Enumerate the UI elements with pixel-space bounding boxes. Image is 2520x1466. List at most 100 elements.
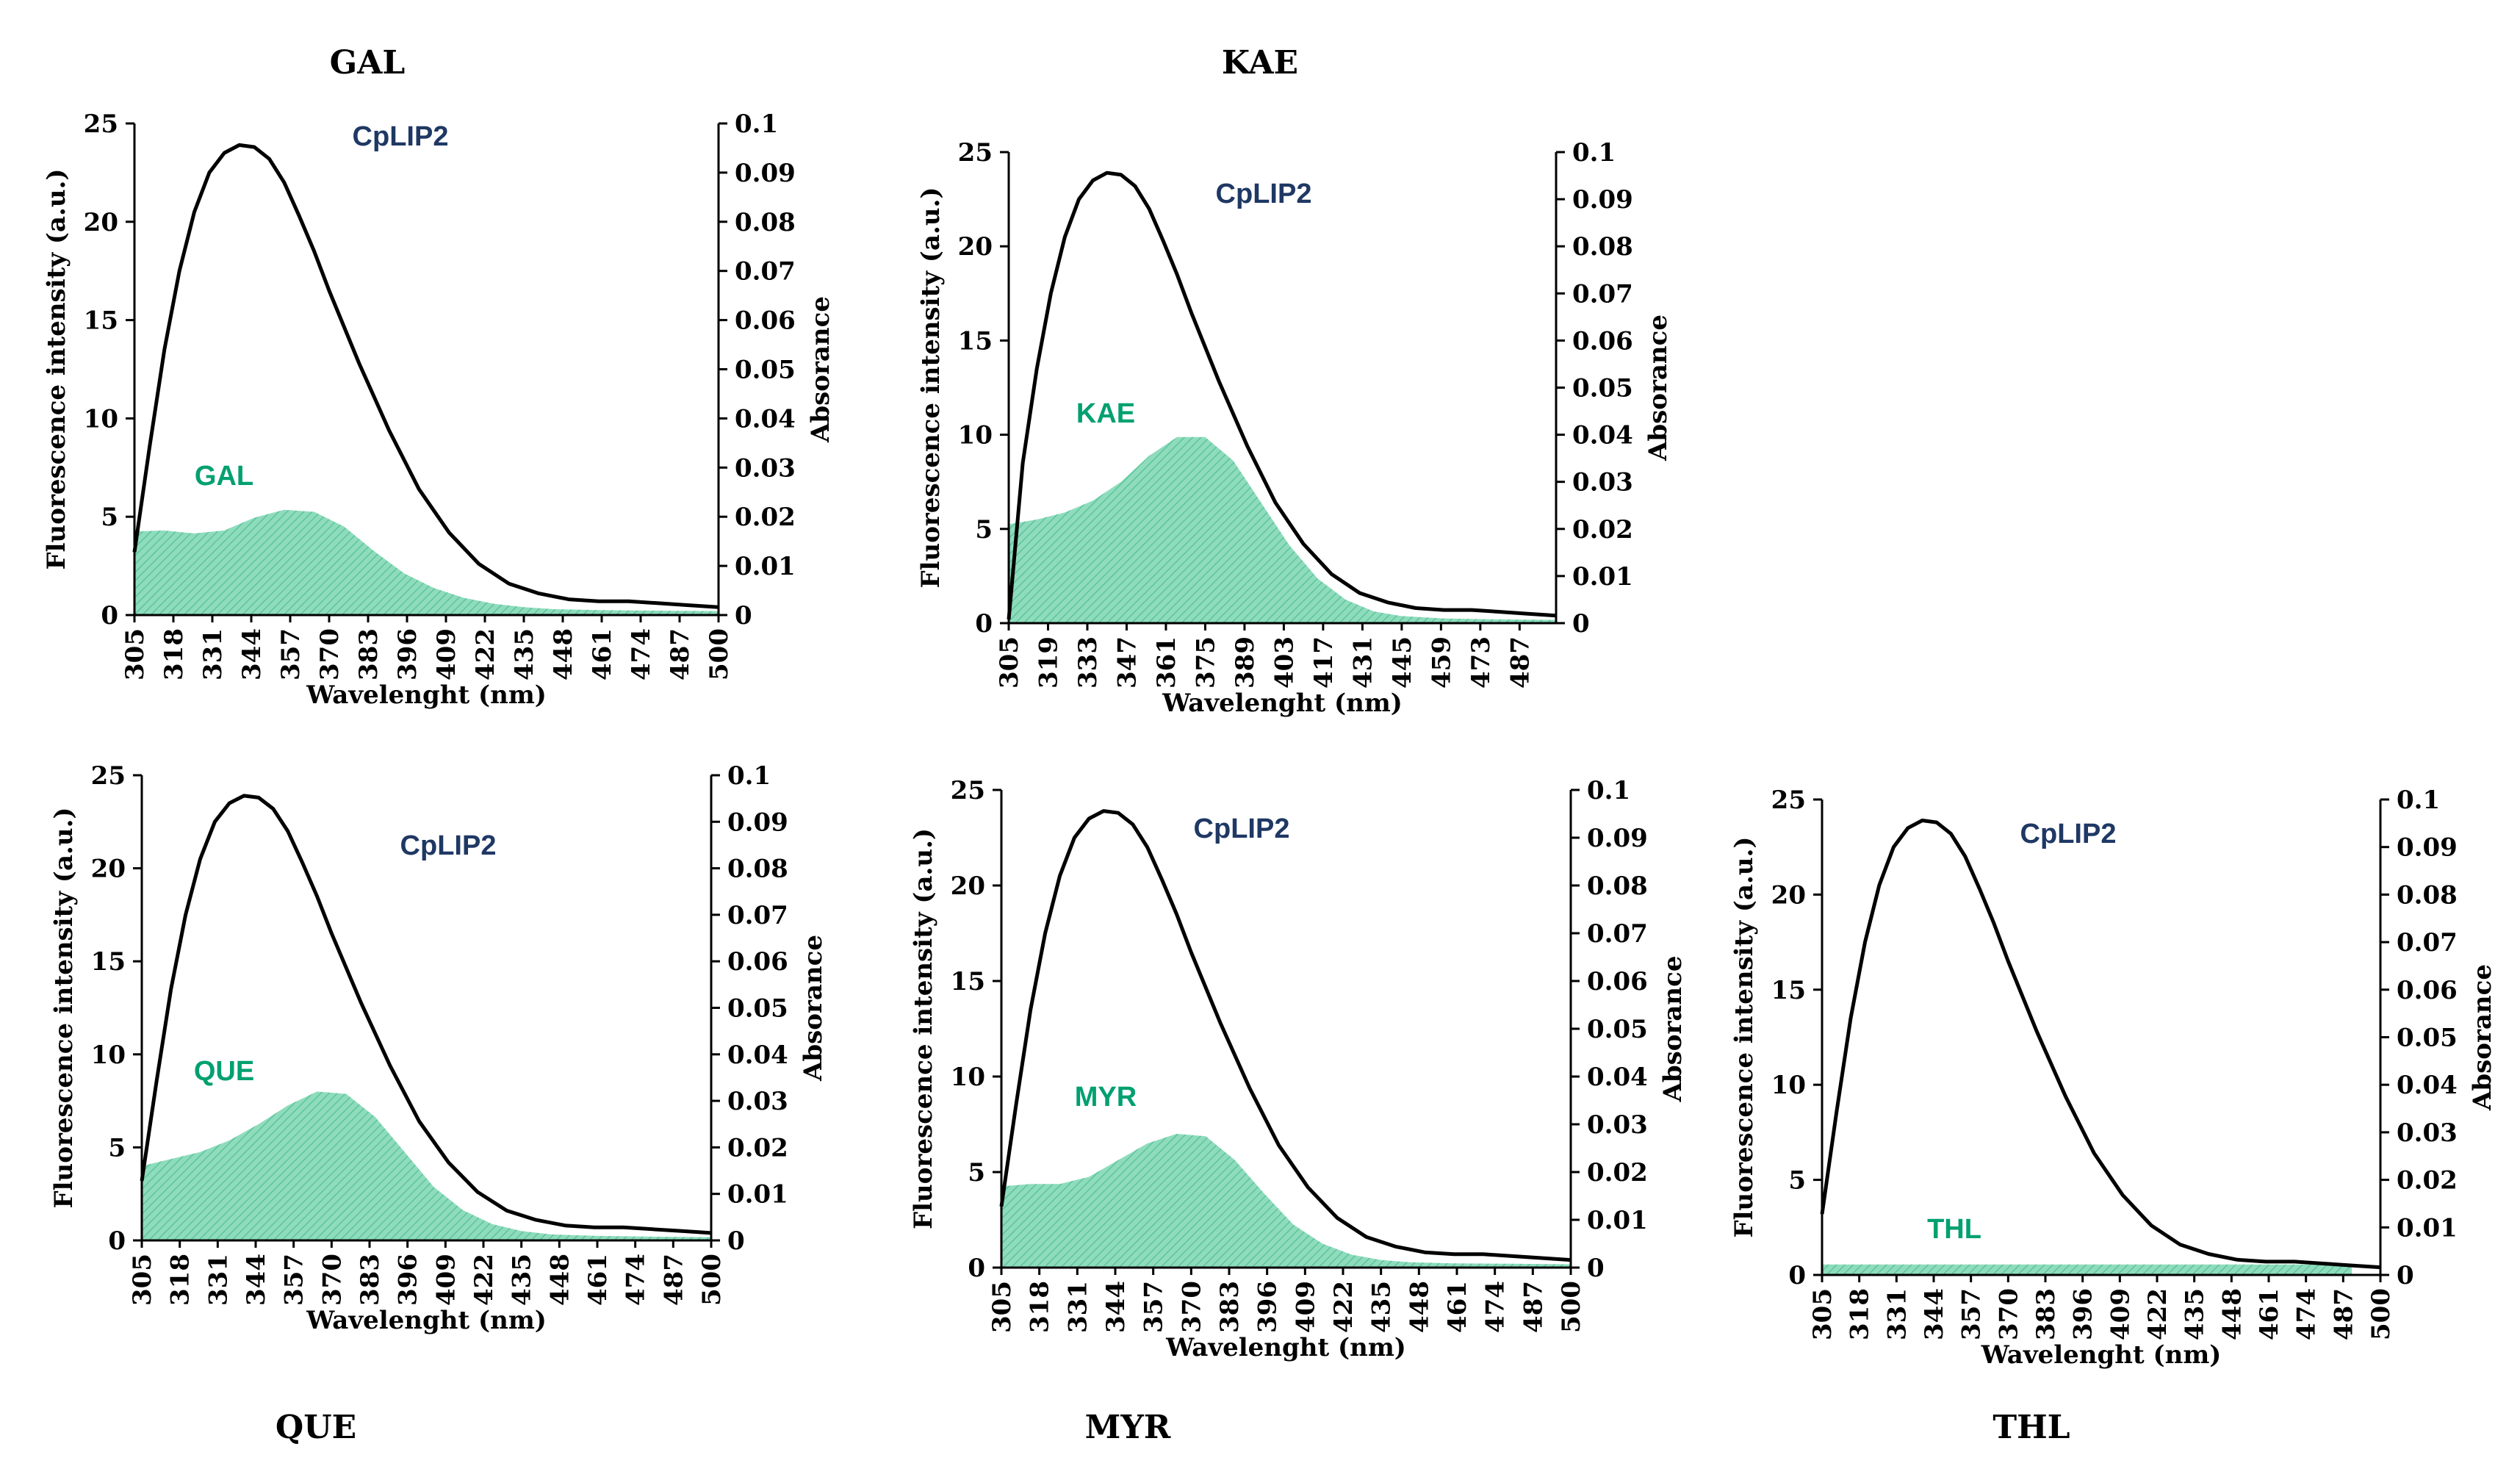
y-axis-title: Fluorescence intensity (a.u.) (1729, 836, 1759, 1237)
x-tick-label: 403 (1270, 636, 1299, 689)
left-tick-label: 15 (951, 967, 985, 996)
left-tick-label: 20 (958, 232, 993, 262)
x-tick-label: 333 (1073, 636, 1103, 689)
right-tick-label: 0.02 (2397, 1166, 2458, 1196)
left-tick-label: 15 (91, 947, 126, 977)
right-tick-label: 0.01 (727, 1180, 788, 1210)
right-tick-label: 0.04 (727, 1041, 788, 1070)
fluorescence-line-cplip2 (132, 143, 719, 609)
x-tick-label: 435 (2181, 1288, 2210, 1340)
left-tick-label: 20 (1771, 880, 1806, 910)
x-tick-label: 448 (2217, 1288, 2247, 1340)
x-tick-label: 500 (705, 628, 734, 680)
right-tick-label: 0.1 (1587, 776, 1630, 805)
x-tick-label: 383 (356, 1254, 385, 1306)
series-label-myr: MYR (1075, 1082, 1137, 1113)
right-tick-label: 0.04 (1587, 1063, 1648, 1092)
x-tick-label: 318 (166, 1254, 195, 1306)
x-tick-label: 461 (1443, 1281, 1472, 1333)
chart-panel-gal: 0 5 10 15 20 25 0 0.01 0.02 0.03 0.04 0.05 0.06 0.07 0… (42, 44, 835, 710)
right-tick-label: 0.08 (1572, 232, 1633, 262)
left-tick-label: 0 (968, 1254, 985, 1283)
right-tick-label: 0.04 (735, 404, 796, 434)
left-tick-label: 0 (975, 609, 993, 639)
absorbance-area-myr (1001, 1134, 1571, 1268)
x-tick-label: 344 (242, 1254, 271, 1306)
x-tick-label: 461 (2255, 1288, 2284, 1340)
right-tick-label: 0.06 (2397, 976, 2458, 1005)
x-tick-label: 357 (276, 628, 306, 680)
panel-title: THL (1992, 1409, 2070, 1446)
x-tick-label: 487 (666, 628, 695, 680)
left-tick-label: 0 (101, 601, 118, 630)
x-tick-label: 473 (1466, 636, 1496, 689)
right-tick-label: 0.04 (1572, 421, 1633, 450)
x-axis-title: Wavelenght (nm) (1981, 1340, 2222, 1370)
right-tick-label: 0.09 (735, 159, 796, 188)
x-tick-label: 448 (549, 628, 578, 680)
right-tick-label: 0.02 (1587, 1158, 1648, 1187)
absorbance-area-que (142, 1091, 711, 1240)
right-tick-label: 0.01 (1572, 562, 1633, 592)
x-tick-label: 435 (510, 628, 539, 680)
fluorescence-line-cplip2 (1007, 170, 1557, 620)
chart-panel-que: 0 5 10 15 20 25 0 0.01 0.02 0.03 0.04 0.05 0.06 0.07 0… (49, 761, 828, 1446)
left-tick-label: 20 (84, 208, 118, 237)
x-tick-label: 305 (1808, 1288, 1837, 1340)
x-tick-label: 375 (1191, 636, 1220, 689)
right-tick-label: 0.08 (1587, 872, 1648, 901)
x-tick-label: 487 (659, 1254, 688, 1306)
absorbance-area-kae (1009, 436, 1556, 623)
right-tick-label: 0.05 (2397, 1024, 2458, 1053)
right-tick-label: 0.05 (1572, 374, 1633, 403)
right-tick-label: 0.09 (1587, 824, 1648, 853)
right-tick-label: 0.03 (1587, 1110, 1648, 1140)
left-tick-label: 5 (108, 1133, 126, 1163)
x-axis-title: Wavelenght (nm) (1165, 1333, 1406, 1362)
x-tick-label: 396 (1253, 1281, 1283, 1333)
x-tick-label: 500 (697, 1254, 727, 1306)
right-tick-label: 0.07 (2397, 928, 2458, 957)
left-tick-label: 25 (958, 138, 993, 168)
right-tick-label: 0.09 (1572, 185, 1633, 215)
x-tick-label: 318 (1026, 1281, 1055, 1333)
left-tick-label: 0 (108, 1226, 126, 1256)
left-tick-label: 5 (975, 515, 993, 545)
right-tick-label: 0 (1587, 1254, 1605, 1283)
left-tick-label: 10 (951, 1063, 985, 1092)
left-tick-label: 25 (1771, 786, 1806, 815)
x-tick-label: 383 (2031, 1288, 2061, 1340)
left-tick-label: 10 (84, 404, 118, 434)
series-label-cplip2: CpLIP2 (353, 121, 449, 152)
right-tick-label: 0 (727, 1226, 745, 1256)
left-tick-label: 25 (84, 109, 118, 139)
panel-title: QUE (276, 1409, 356, 1446)
right-tick-label: 0.07 (735, 257, 796, 287)
x-tick-label: 331 (198, 628, 228, 680)
y-axis-title: Fluorescence intensity (a.u.) (49, 807, 79, 1208)
right-tick-label: 0.04 (2397, 1071, 2458, 1100)
left-tick-label: 20 (951, 872, 985, 901)
x-tick-label: 389 (1231, 636, 1260, 689)
left-tick-label: 25 (91, 761, 126, 791)
right-tick-label: 0.01 (735, 552, 796, 581)
x-tick-label: 318 (1846, 1288, 1875, 1340)
x-tick-label: 370 (1994, 1288, 2023, 1340)
y-axis-title: Fluorescence intensity (a.u.) (42, 168, 71, 569)
x-tick-label: 500 (2366, 1288, 2396, 1340)
right-tick-label: 0.05 (735, 356, 796, 385)
x-tick-label: 331 (1882, 1288, 1912, 1340)
x-tick-label: 474 (2292, 1288, 2322, 1340)
right-tick-label: 0.1 (735, 109, 778, 139)
absorbance-area-gal (134, 509, 719, 615)
x-tick-label: 474 (627, 628, 656, 680)
right-tick-label: 0.03 (735, 453, 796, 483)
x-tick-label: 474 (1481, 1281, 1511, 1333)
x-tick-label: 357 (280, 1254, 309, 1306)
x-tick-label: 396 (2069, 1288, 2098, 1340)
left-tick-label: 10 (1771, 1071, 1806, 1100)
left-tick-label: 0 (1788, 1261, 1806, 1290)
right-tick-label: 0.06 (1587, 967, 1648, 996)
x-tick-label: 459 (1427, 636, 1456, 689)
x-tick-label: 445 (1388, 636, 1417, 689)
